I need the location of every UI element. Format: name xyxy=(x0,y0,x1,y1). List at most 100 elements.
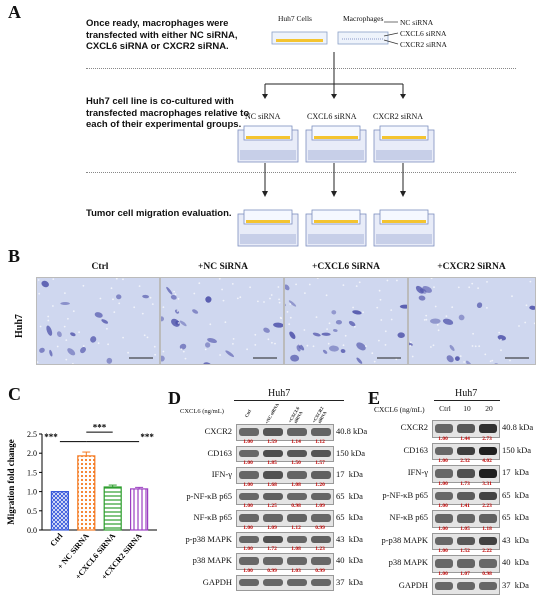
pore-dot xyxy=(463,361,465,363)
cell-blob xyxy=(80,346,86,354)
row-label-huh7: Huh7 xyxy=(14,314,25,338)
pore-dot xyxy=(472,332,474,335)
pore-dot xyxy=(177,298,180,300)
quantification-value: 1.00 xyxy=(438,503,448,509)
cell-blob xyxy=(497,334,507,341)
panel-e-blots: CXCR2 1.00 1.44 2.73 40.8 kDa CD163 1.00 2.32 4.… xyxy=(370,420,548,600)
pore-dot xyxy=(295,283,297,286)
blot-band xyxy=(435,559,453,568)
quantification-value: 1.00 xyxy=(438,525,448,532)
pore-dot xyxy=(286,311,289,313)
cell-blob xyxy=(418,295,426,301)
blot-image xyxy=(432,577,500,595)
quantification-value: 0.99 xyxy=(315,524,325,531)
pore-dot xyxy=(37,279,40,281)
pore-dot xyxy=(39,325,42,328)
blot-band xyxy=(239,471,259,479)
pore-dot xyxy=(149,296,152,299)
quantification-value: 2.32 xyxy=(460,458,470,464)
huh7-cells-label: Huh7 Cells xyxy=(278,14,312,23)
cell-blob xyxy=(56,331,62,338)
blot-image xyxy=(236,467,334,484)
pore-dot xyxy=(182,350,185,353)
molecular-weight-label: 17 kDa xyxy=(336,469,363,479)
blot-band xyxy=(287,514,307,522)
blot-band xyxy=(263,535,283,543)
pore-dot xyxy=(299,343,301,346)
quantification-value: 1.00 xyxy=(243,481,253,488)
micrograph-header-cxcr2: +CXCR2 SiRNA xyxy=(437,262,506,272)
panel-e-column-headers: Ctrl 10 20 xyxy=(434,405,500,419)
pore-dot xyxy=(269,297,271,300)
molecular-weight-label: 150 kDa xyxy=(336,447,366,458)
blot-band xyxy=(263,492,283,500)
pore-dot xyxy=(525,304,528,307)
pore-dot xyxy=(52,278,55,280)
blot-protein-label: p-NF-κB p65 xyxy=(186,490,232,501)
blot-band xyxy=(435,446,453,455)
pore-dot xyxy=(278,301,281,304)
bar-0 xyxy=(50,490,70,531)
pore-dot xyxy=(37,361,39,363)
blot-band xyxy=(479,446,497,455)
cell-blob xyxy=(356,357,363,364)
blot-band xyxy=(311,492,331,500)
quantification-value: 1.52 xyxy=(460,548,470,554)
cell-blob xyxy=(442,318,454,325)
cell-blob xyxy=(466,360,473,364)
pore-dot xyxy=(457,286,460,289)
legend-arrows xyxy=(383,21,399,45)
pore-dot xyxy=(486,281,488,283)
pore-dot xyxy=(280,317,283,320)
cell-blob xyxy=(170,294,177,300)
cell-blob xyxy=(340,348,346,354)
quantification-value: 1.09 xyxy=(315,503,325,509)
cell-blob xyxy=(101,319,109,324)
quantification-value: 0.99 xyxy=(315,567,325,574)
blot-band xyxy=(311,514,331,522)
quantification-value: 1.07 xyxy=(460,570,470,577)
bar-2 xyxy=(103,486,122,531)
panel-letter-c: C xyxy=(8,384,21,404)
pore-dot xyxy=(316,278,319,279)
y-tick-label: 1.0 xyxy=(27,488,37,497)
step-1-text: Once ready, macrophages were transfected… xyxy=(86,18,238,52)
blot-band xyxy=(239,535,259,543)
pore-dot xyxy=(267,338,270,341)
blot-band xyxy=(239,492,259,500)
quantification-value: 1.20 xyxy=(315,481,325,488)
pore-dot xyxy=(278,298,280,301)
pore-dot xyxy=(471,282,474,285)
cell-blob xyxy=(179,343,187,350)
group-label-cxcr2: CXCR2 siRNA xyxy=(373,112,424,121)
pore-dot xyxy=(274,342,276,345)
blot-protein-label: CXCR2 xyxy=(400,422,428,432)
pore-dot xyxy=(471,345,474,347)
pore-dot xyxy=(176,310,179,312)
blot-band xyxy=(457,424,475,433)
pore-dot xyxy=(344,334,347,337)
blot-protein-label: NF-κB p65 xyxy=(193,512,232,522)
blot-band xyxy=(311,578,331,586)
pore-dot xyxy=(112,298,114,301)
cell-blob xyxy=(415,285,424,294)
pore-dot xyxy=(153,345,156,348)
group-label-cxcl6: CXCL6 siRNA xyxy=(307,112,357,121)
pore-dot xyxy=(327,342,330,345)
blot-band xyxy=(479,536,497,545)
pore-dot xyxy=(518,325,520,327)
pore-dot xyxy=(122,336,124,339)
micrograph-nc xyxy=(160,277,284,365)
quantification-value: 1.50 xyxy=(291,460,301,466)
quantification-value: 2.23 xyxy=(482,503,492,509)
pore-dot xyxy=(425,314,428,317)
cell-blob xyxy=(422,285,432,293)
quantification-value: 1.09 xyxy=(267,524,277,531)
quantification-value: 1.05 xyxy=(460,525,470,532)
pore-dot xyxy=(113,311,116,313)
panel-e-title: Huh7 xyxy=(455,388,478,399)
bar-1 xyxy=(77,455,96,531)
pore-dot xyxy=(232,338,235,340)
pore-dot xyxy=(63,325,66,328)
pore-dot xyxy=(97,342,100,345)
